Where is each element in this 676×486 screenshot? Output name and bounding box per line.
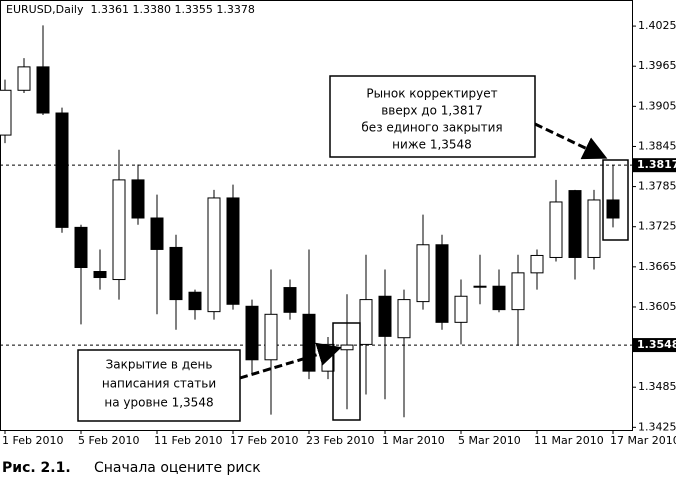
y-tick-label: 1.3725 <box>638 220 676 233</box>
candle-body <box>112 179 126 281</box>
price-tag <box>633 158 676 173</box>
arrow <box>534 122 608 160</box>
y-tick-label: 1.4025 <box>638 19 676 32</box>
x-tick-label: 11 Mar 2010 <box>534 434 604 447</box>
candle-body <box>549 201 563 258</box>
candle-body <box>188 291 202 311</box>
annotation-text: на уровне 1,3548 <box>104 396 213 410</box>
candle-body <box>606 199 620 219</box>
annotation-text: вверх до 1,3817 <box>381 104 483 118</box>
annotation-box <box>77 349 241 422</box>
candle-body <box>0 89 12 136</box>
candle-body <box>131 179 145 219</box>
candle-body <box>55 112 69 228</box>
candle-body <box>587 199 601 258</box>
candle-body <box>207 197 221 313</box>
highlight-box <box>332 322 361 421</box>
candle-body <box>435 244 449 323</box>
chart-title: EURUSD,Daily 1.3361 1.3380 1.3355 1.3378 <box>6 3 255 16</box>
y-tick-label: 1.3905 <box>638 99 676 112</box>
candle-body <box>74 226 88 268</box>
candle-body <box>511 272 525 311</box>
candle-body <box>245 305 259 361</box>
caption: Сначала оцените риск <box>94 460 261 476</box>
x-tick-label: 1 Feb 2010 <box>2 434 63 447</box>
x-tick-label: 11 Feb 2010 <box>154 434 222 447</box>
y-tick-label: 1.3965 <box>638 59 676 72</box>
candle-body <box>36 66 50 114</box>
candle-body <box>492 285 506 311</box>
y-tick-label: 1.3485 <box>638 380 676 393</box>
candle-body <box>321 343 335 372</box>
candle-body <box>340 344 354 351</box>
annotation-text: ниже 1,3548 <box>392 138 472 152</box>
candle-body <box>416 244 430 303</box>
candle-body <box>264 313 278 361</box>
highlight-box <box>602 159 629 241</box>
annotation-text: Рынок корректирует <box>366 87 497 101</box>
y-tick-label: 1.3665 <box>638 260 676 273</box>
annotation-text: Закрытие в день <box>106 358 213 372</box>
caption-label: Рис. 2.1. <box>2 460 71 476</box>
candle-body <box>17 66 31 91</box>
x-tick-label: 5 Feb 2010 <box>78 434 139 447</box>
x-tick-label: 17 Mar 2010 <box>610 434 676 447</box>
x-tick-label: 5 Mar 2010 <box>458 434 521 447</box>
y-tick-label: 1.3425 <box>638 420 676 433</box>
annotation-text: без единого закрытия <box>361 121 502 135</box>
candle-body <box>359 299 373 345</box>
candle-body <box>454 295 468 323</box>
arrow <box>239 342 342 380</box>
candle-body <box>283 287 297 313</box>
annotation-text: написания статьи <box>102 377 216 391</box>
price-tag <box>633 338 676 353</box>
candle-body <box>473 285 487 288</box>
candle-body <box>568 190 582 258</box>
candle-body <box>378 295 392 337</box>
y-tick-label: 1.3785 <box>638 180 676 193</box>
candle-body <box>150 217 164 250</box>
candle-body <box>226 197 240 305</box>
y-tick-label: 1.3845 <box>638 139 676 152</box>
candle-body <box>397 299 411 339</box>
annotation-box <box>329 75 536 158</box>
candle-body <box>302 313 316 372</box>
price-tag-label: 1.3817 <box>637 158 676 171</box>
x-tick-label: 1 Mar 2010 <box>382 434 445 447</box>
price-tag-label: 1.3548 <box>637 338 676 351</box>
x-tick-label: 23 Feb 2010 <box>306 434 374 447</box>
annotations <box>77 75 629 422</box>
candles <box>0 25 620 418</box>
x-tick-label: 17 Feb 2010 <box>230 434 298 447</box>
candle-body <box>169 246 183 301</box>
y-tick-label: 1.3605 <box>638 300 676 313</box>
candle-body <box>530 254 544 274</box>
candle-body <box>93 271 107 279</box>
